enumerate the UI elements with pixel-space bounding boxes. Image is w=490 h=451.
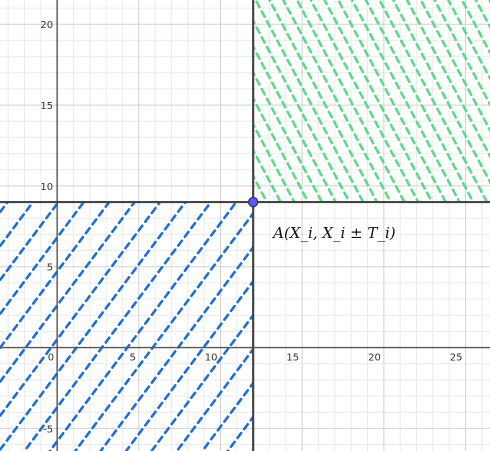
upper-right-hatch-region: [253, 0, 490, 203]
hatch-line: [226, 414, 254, 451]
hatch-line: [268, 0, 379, 203]
x-tick-label: 20: [368, 353, 381, 364]
hatch-line: [281, 0, 393, 203]
hatch-line: [295, 0, 406, 203]
x-tick-label: 15: [286, 353, 299, 364]
hatch-line: [350, 0, 461, 203]
y-tick-label: 20: [40, 20, 53, 31]
hatch-line: [22, 202, 213, 451]
point-a-label: A(X_i, X_i ± T_i): [271, 224, 396, 242]
hatch-line: [0, 441, 286, 451]
y-tick-label: 10: [40, 182, 53, 193]
hatch-line: [175, 346, 254, 451]
x-tick-label: 25: [450, 353, 463, 364]
hatch-line: [200, 380, 254, 451]
hatch-line: [336, 0, 448, 203]
hatch-line: [48, 202, 238, 451]
hatch-line: [0, 202, 35, 249]
hatch-line: [364, 0, 475, 203]
hatch-line: [0, 202, 86, 317]
hatch-line: [124, 279, 254, 451]
hatch-line: [309, 0, 420, 203]
hatch-line: [99, 245, 254, 451]
y-tick-label: 5: [47, 263, 53, 274]
hatch-line: [0, 202, 162, 419]
hatch-line: [0, 202, 188, 451]
hatch-line: [73, 211, 254, 451]
hatch-line: [323, 0, 434, 203]
x-tick-label: 10: [205, 353, 218, 364]
hatch-line: [0, 202, 137, 385]
y-tick-label: 15: [40, 101, 53, 112]
hatch-line: [0, 202, 111, 351]
hatch-line: [0, 202, 61, 283]
tick-labels: 0 5 10 15 20 25 -5 5 10 15 20: [40, 20, 462, 435]
hatch-line: [149, 313, 254, 451]
x-tick-label: 0: [48, 353, 54, 364]
x-tick-label: 5: [129, 353, 135, 364]
y-tick-label: -5: [43, 424, 53, 435]
hatch-line: [0, 202, 10, 215]
lower-left-hatch-region: [0, 202, 286, 451]
point-layer[interactable]: A(X_i, X_i ± T_i): [247, 196, 396, 242]
point-a[interactable]: [247, 196, 259, 208]
